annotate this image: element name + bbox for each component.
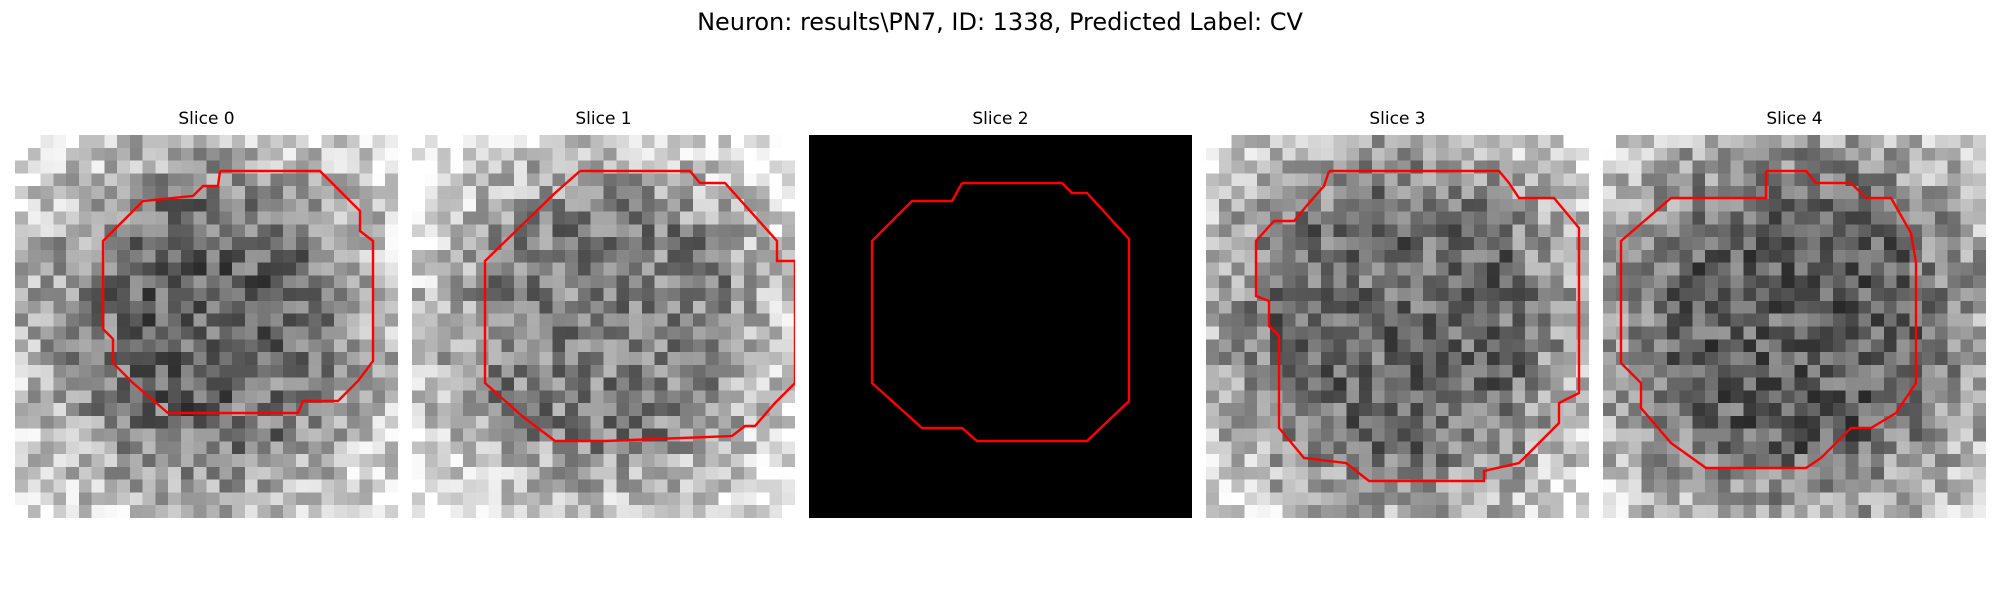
neuron-contour bbox=[483, 169, 795, 443]
slice-image bbox=[1603, 135, 1986, 518]
slice-title: Slice 0 bbox=[178, 109, 235, 129]
neuron-contour bbox=[1254, 169, 1581, 483]
slice-panel-2: Slice 2 bbox=[809, 108, 1192, 518]
slice-title: Slice 1 bbox=[575, 109, 632, 129]
slice-panel-1: Slice 1 bbox=[412, 108, 795, 518]
slice-panel-0: Slice 0 bbox=[15, 108, 398, 518]
slice-panel-3: Slice 3 bbox=[1206, 108, 1589, 518]
slice-pixels bbox=[15, 135, 398, 518]
slice-pixels bbox=[1603, 135, 1986, 518]
slice-image bbox=[1206, 135, 1589, 518]
slice-pixels bbox=[412, 135, 795, 518]
neuron-contour bbox=[1619, 169, 1918, 470]
neuron-contour bbox=[101, 169, 375, 415]
slice-title: Slice 3 bbox=[1369, 109, 1426, 129]
figure-title: Neuron: results\PN7, ID: 1338, Predicted… bbox=[697, 8, 1303, 36]
slice-image bbox=[412, 135, 795, 518]
slice-image bbox=[809, 135, 1192, 518]
slice-image bbox=[15, 135, 398, 518]
slice-panel-4: Slice 4 bbox=[1603, 108, 1986, 518]
neuron-contour bbox=[870, 181, 1131, 443]
slice-title: Slice 4 bbox=[1766, 109, 1823, 129]
slice-title: Slice 2 bbox=[972, 109, 1029, 129]
